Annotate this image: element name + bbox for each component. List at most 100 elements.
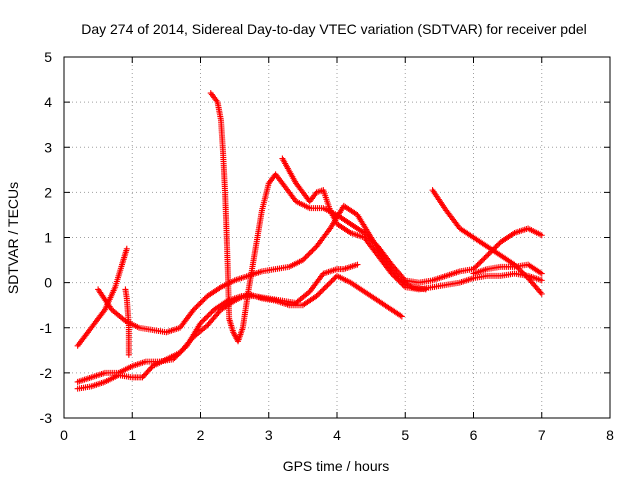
y-tick-label: -1 bbox=[40, 320, 53, 336]
y-tick-label: 1 bbox=[44, 230, 52, 246]
data-point bbox=[354, 261, 361, 268]
data-point bbox=[366, 235, 373, 242]
data-point bbox=[370, 239, 377, 246]
data-point bbox=[398, 280, 405, 287]
x-tick-label: 3 bbox=[265, 427, 273, 443]
data-point bbox=[398, 313, 405, 320]
data-point bbox=[323, 283, 330, 290]
data-point bbox=[328, 278, 335, 285]
y-tick-label: 3 bbox=[44, 139, 52, 155]
data-point bbox=[523, 273, 530, 280]
data-point bbox=[522, 272, 529, 279]
x-tick-label: 2 bbox=[197, 427, 205, 443]
data-point bbox=[305, 251, 312, 258]
x-tick-label: 0 bbox=[60, 427, 68, 443]
data-point bbox=[193, 303, 200, 310]
data-point bbox=[471, 264, 478, 271]
data-point bbox=[194, 302, 201, 309]
y-tick-label: -3 bbox=[40, 410, 53, 426]
data-point bbox=[143, 370, 150, 377]
data-point bbox=[299, 257, 306, 264]
x-tick-label: 6 bbox=[470, 427, 478, 443]
data-point bbox=[309, 247, 316, 254]
data-point bbox=[484, 252, 491, 259]
data-point bbox=[480, 256, 487, 263]
x-tick-label: 7 bbox=[538, 427, 546, 443]
y-tick-label: -2 bbox=[40, 365, 53, 381]
data-point bbox=[317, 289, 324, 296]
data-point bbox=[208, 309, 215, 316]
data-point bbox=[303, 253, 310, 260]
data-point bbox=[200, 297, 207, 304]
data-point bbox=[140, 372, 147, 379]
data-point bbox=[395, 277, 402, 284]
x-tick-label: 8 bbox=[606, 427, 614, 443]
data-point bbox=[538, 232, 545, 239]
data-point bbox=[324, 282, 331, 289]
y-tick-label: 2 bbox=[44, 184, 52, 200]
data-point bbox=[201, 316, 208, 323]
data-point bbox=[320, 286, 327, 293]
data-point bbox=[474, 262, 481, 269]
x-tick-label: 4 bbox=[333, 427, 341, 443]
series-arc-2 bbox=[95, 202, 429, 336]
data-point bbox=[327, 279, 334, 286]
data-point bbox=[389, 271, 396, 278]
y-axis-label: SDTVAR / TECUs bbox=[5, 182, 21, 294]
data-point bbox=[391, 273, 398, 280]
data-point bbox=[401, 275, 408, 282]
data-point bbox=[198, 298, 205, 305]
data-point bbox=[308, 248, 315, 255]
data-point bbox=[139, 374, 146, 381]
data-point bbox=[521, 271, 528, 278]
data-point bbox=[204, 313, 211, 320]
data-point bbox=[400, 282, 407, 289]
data-point bbox=[473, 263, 480, 270]
data-point bbox=[399, 281, 406, 288]
series-arc-8 bbox=[470, 261, 545, 277]
data-point bbox=[392, 274, 399, 281]
data-point bbox=[310, 246, 317, 253]
data-point bbox=[125, 351, 132, 358]
data-point bbox=[200, 317, 207, 324]
axis-ticks: 0 1 2 3 4 5 6 7 8 -3 -2 -1 0 1 2 3 4 5 bbox=[40, 49, 615, 443]
data-point bbox=[538, 290, 545, 297]
data-point bbox=[144, 368, 151, 375]
x-tick-label: 1 bbox=[128, 427, 136, 443]
data-point bbox=[314, 291, 321, 298]
data-point bbox=[481, 255, 488, 262]
data-point bbox=[394, 276, 401, 283]
x-axis-label: GPS time / hours bbox=[283, 458, 390, 474]
data-points bbox=[74, 90, 545, 392]
data-point bbox=[538, 277, 545, 284]
y-tick-label: 5 bbox=[44, 49, 52, 65]
data-point bbox=[477, 259, 484, 266]
chart-title: Day 274 of 2014, Sidereal Day-to-day VTE… bbox=[81, 21, 587, 37]
data-point bbox=[478, 257, 485, 264]
data-point bbox=[207, 310, 214, 317]
data-point bbox=[372, 240, 379, 247]
series-arc-7 bbox=[429, 187, 545, 297]
data-point bbox=[301, 255, 308, 262]
data-point bbox=[495, 241, 502, 248]
data-point bbox=[313, 293, 320, 300]
data-point bbox=[329, 276, 336, 283]
data-point bbox=[369, 238, 376, 245]
data-point bbox=[331, 275, 338, 282]
data-point bbox=[197, 299, 204, 306]
y-tick-label: 0 bbox=[44, 275, 52, 291]
data-point bbox=[482, 253, 489, 260]
data-point bbox=[318, 287, 325, 294]
data-point bbox=[197, 320, 204, 327]
data-point bbox=[321, 285, 328, 292]
data-point bbox=[302, 254, 309, 261]
data-point bbox=[475, 260, 482, 267]
data-point bbox=[147, 365, 154, 372]
data-point bbox=[368, 236, 375, 243]
data-point bbox=[538, 270, 545, 277]
data-point bbox=[537, 289, 544, 296]
series-arc-5 bbox=[207, 90, 545, 345]
data-point bbox=[518, 268, 525, 275]
data-point bbox=[189, 335, 196, 342]
data-point bbox=[196, 301, 203, 308]
